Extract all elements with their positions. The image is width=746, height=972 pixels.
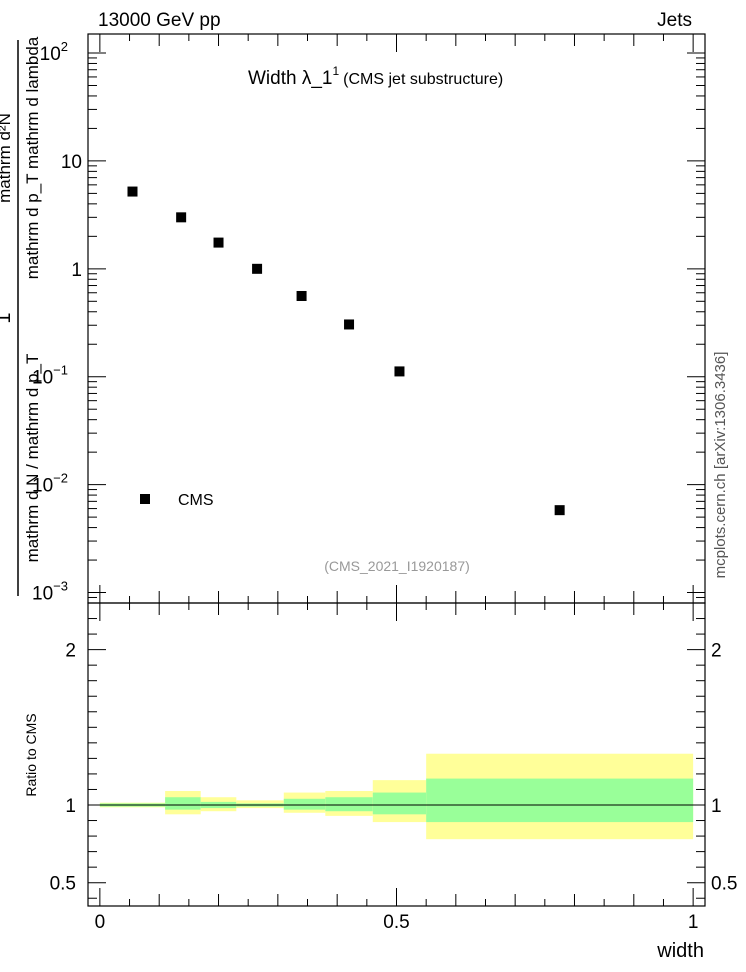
category-label: Jets [657,10,692,31]
ratio-bands [99,753,694,840]
y-axis-label-numerator: 1 [0,312,15,323]
x-tick-label: 1 [688,912,699,933]
y-tick-label-base: 10 [40,44,61,65]
data-point [176,212,187,223]
side-note: mcplots.cern.ch [arXiv:1306.3436] [712,352,729,579]
ratio-band-inner [283,798,326,810]
y-tick-label-exponent: 2 [61,39,68,54]
data-point [296,290,307,301]
main-plot-points [127,186,565,516]
x-axis-label: width [656,940,704,962]
y-tick-label-base: 1 [71,260,82,281]
legend-label: CMS [178,492,214,509]
data-point [213,237,224,248]
y-tick-label-exponent: −1 [53,363,68,378]
y-tick-label-exponent: −2 [53,471,68,486]
y-axis-label: 1 mathrm d N / mathrm d p_T mathrm d²N m… [0,36,42,596]
ratio-band-inner [372,792,427,815]
ratio-y-tick-label-right: 2 [711,641,722,662]
y-tick-label-base: 10 [61,152,82,173]
ratio-y-tick-label-right: 1 [711,796,722,817]
data-point [344,319,355,330]
chart-title-main: Width λ_1 [248,68,332,89]
energy-label: 13000 GeV pp [98,10,221,31]
ratio-y-label: Ratio to CMS [23,713,39,796]
y-tick-label: 10−3 [32,579,68,605]
ratio-y-tick-label-left: 2 [65,641,76,662]
chart-title-sup: 1 [332,64,339,78]
source-note: (CMS_2021_I1920187) [324,558,470,574]
main-plot-frame [87,33,706,604]
data-point [554,505,565,516]
ratio-plot-ticks: 2 2 1 1 0.5 0.5 0 0.5 1 [50,603,737,933]
y-axis-label-denominator: mathrm d N / mathrm d p_T [23,354,42,563]
ratio-y-tick-label-left: 0.5 [50,874,76,895]
x-tick-label: 0 [95,912,106,933]
ratio-y-tick-label-right: 0.5 [711,874,737,895]
y-tick-label-exponent: −3 [53,579,68,594]
y-tick-label-base: 10 [32,476,53,497]
y-tick-label: 102 [40,39,68,65]
ratio-band-inner [426,778,694,823]
data-point [394,366,405,377]
y-tick-label: 10−1 [32,363,68,389]
chart-title: Width λ_11 (CMS jet substructure) [248,64,503,89]
main-plot-axes [87,33,706,604]
y-axis-label-right-denominator: mathrm d p_T mathrm d lambda [23,36,42,279]
legend: CMS [140,492,214,509]
ratio-y-tick-label-left: 1 [65,796,76,817]
y-axis-label-right-numerator: mathrm d²N [0,113,14,203]
ratio-band-inner [325,797,373,812]
data-point [127,186,138,197]
ratio-band-inner [165,797,201,810]
y-tick-label-base: 10 [32,368,53,389]
y-tick-label-base: 10 [32,584,53,605]
x-tick-label: 0.5 [383,912,409,933]
legend-marker [140,494,150,504]
chart-title-note: (CMS jet substructure) [343,71,503,88]
y-tick-label: 10 [61,152,82,173]
y-tick-label: 10−2 [32,471,68,497]
data-point [252,263,263,274]
y-tick-label: 1 [71,260,82,281]
